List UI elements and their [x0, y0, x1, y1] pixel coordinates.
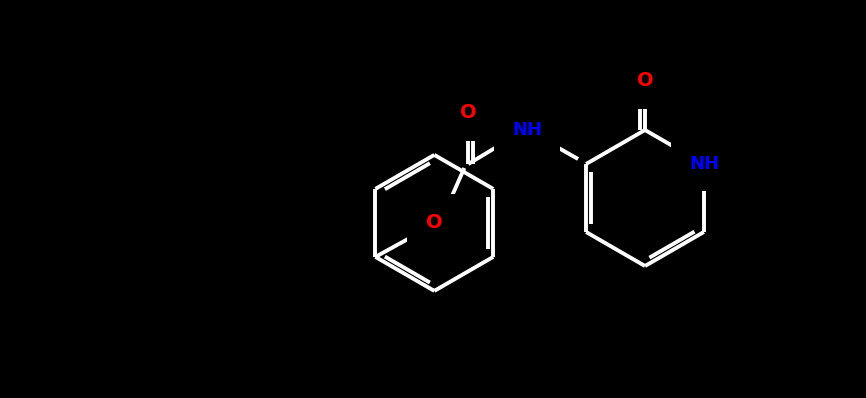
Text: O: O — [460, 103, 476, 121]
Text: NH: NH — [688, 155, 719, 173]
Text: O: O — [637, 70, 653, 90]
Text: NH: NH — [512, 121, 542, 139]
Text: O: O — [426, 213, 443, 232]
